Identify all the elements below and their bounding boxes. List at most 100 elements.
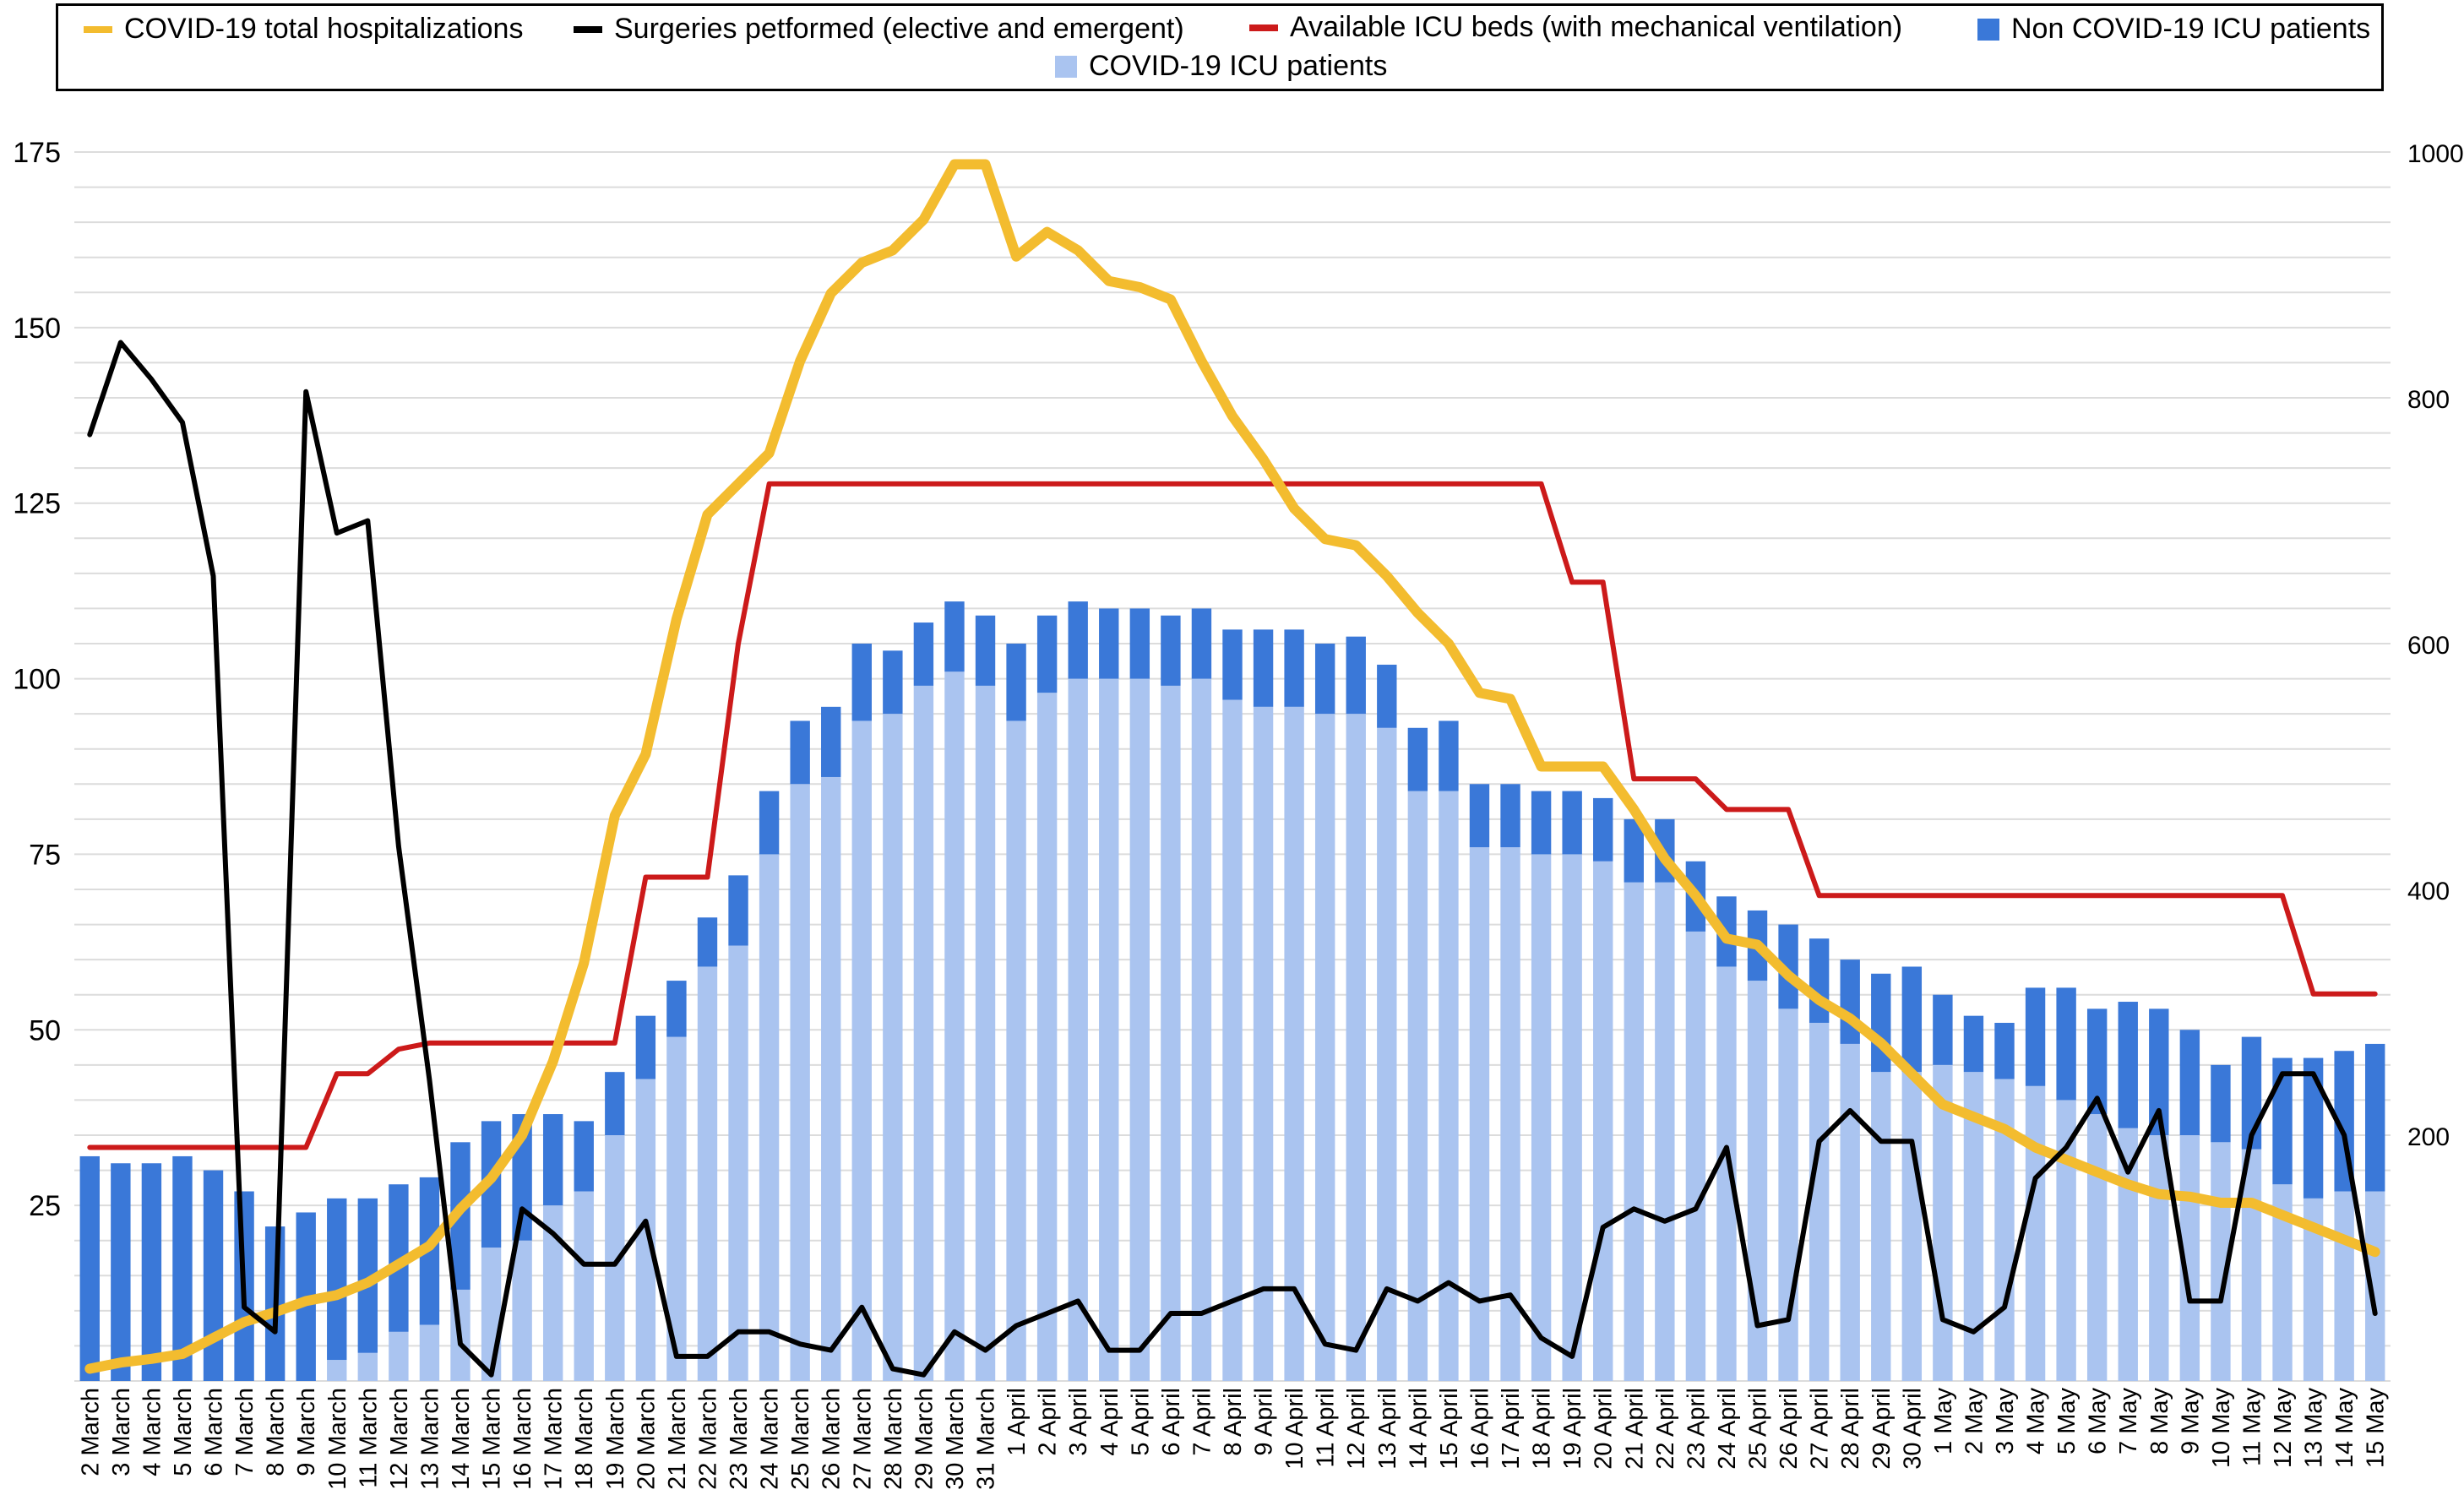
x-tick-label: 3 April <box>1065 1388 1092 1456</box>
x-tick-label: 12 April <box>1343 1388 1370 1470</box>
x-tick-label: 26 March <box>819 1388 846 1490</box>
bar-covid-icu <box>419 1324 440 1381</box>
bar-non-covid-icu <box>389 1184 409 1332</box>
x-tick-label: 19 April <box>1559 1388 1586 1470</box>
bar-non-covid-icu <box>1933 994 1953 1065</box>
bar-non-covid-icu <box>203 1170 224 1381</box>
x-tick-label: 23 March <box>726 1388 753 1490</box>
x-tick-label: 9 April <box>1251 1388 1278 1456</box>
bar-non-covid-icu <box>1778 924 1798 1009</box>
bar-covid-icu <box>1006 720 1026 1381</box>
legend-item-icu-beds: Available ICU beds (with mechanical vent… <box>1249 11 1902 44</box>
bar-covid-icu <box>1099 678 1119 1381</box>
legend-swatch-dark-blue <box>1977 18 1999 41</box>
legend-label: COVID-19 ICU patients <box>1089 50 1388 82</box>
x-tick-label: 3 May <box>1992 1388 2019 1454</box>
x-tick-label: 27 March <box>849 1388 876 1490</box>
bar-covid-icu <box>1655 882 1675 1381</box>
bar-non-covid-icu <box>1099 608 1119 679</box>
x-tick-label: 2 March <box>77 1388 104 1476</box>
x-tick-label: 23 April <box>1683 1388 1710 1470</box>
bar-covid-icu <box>851 720 872 1381</box>
bar-non-covid-icu <box>1407 727 1428 791</box>
x-tick-label: 29 March <box>911 1388 938 1490</box>
legend: COVID-19 total hospitalizations Surgerie… <box>56 3 2384 91</box>
y-right-tick-label: 600 <box>2407 632 2450 660</box>
bar-covid-icu <box>2149 1135 2169 1381</box>
x-tick-label: 28 April <box>1837 1388 1864 1470</box>
line-surgeries <box>87 340 2378 1378</box>
y-left-tick-label: 25 <box>29 1190 61 1222</box>
x-tick-label: 22 April <box>1652 1388 1679 1470</box>
bar-non-covid-icu <box>574 1121 594 1192</box>
bar-covid-icu <box>697 966 718 1381</box>
legend-swatch-light-blue <box>1055 55 1077 78</box>
bar-covid-icu <box>975 685 996 1381</box>
bar-non-covid-icu <box>1191 608 1212 679</box>
bar-covid-icu <box>1593 861 1613 1381</box>
bar-non-covid-icu <box>1068 601 1088 679</box>
x-tick-label: 14 March <box>448 1388 475 1490</box>
bar-non-covid-icu <box>1377 664 1397 728</box>
bar-non-covid-icu <box>913 622 934 686</box>
bar-non-covid-icu <box>1531 791 1552 855</box>
bar-covid-icu <box>2334 1191 2354 1381</box>
x-tick-label: 17 March <box>541 1388 568 1490</box>
bar-non-covid-icu <box>1562 791 1582 855</box>
bar-covid-icu <box>1439 791 1459 1381</box>
bar-non-covid-icu <box>79 1155 100 1381</box>
legend-item-surgeries: Surgeries petformed (elective and emerge… <box>574 13 1184 46</box>
x-tick-label: 9 March <box>293 1388 320 1476</box>
legend-item-covid-hospitalizations: COVID-19 total hospitalizations <box>84 13 523 46</box>
x-tick-label: 14 April <box>1405 1388 1432 1470</box>
bar-covid-icu <box>1407 791 1428 1381</box>
bar-covid-icu <box>542 1205 563 1381</box>
x-tick-label: 15 May <box>2363 1388 2390 1469</box>
bar-non-covid-icu <box>851 644 872 721</box>
bar-non-covid-icu <box>2272 1057 2293 1185</box>
x-tick-label: 10 March <box>324 1388 351 1490</box>
bars <box>79 601 2385 1381</box>
bar-non-covid-icu <box>1346 636 1366 715</box>
bar-non-covid-icu <box>2179 1030 2200 1135</box>
bar-covid-icu <box>2086 1114 2108 1381</box>
x-tick-label: 21 March <box>664 1388 691 1490</box>
x-tick-label: 20 April <box>1591 1388 1618 1470</box>
x-tick-label: 9 May <box>2177 1388 2204 1454</box>
bar-covid-icu <box>1963 1072 1984 1381</box>
x-tick-label: 30 April <box>1899 1388 1926 1470</box>
x-tick-label: 7 March <box>231 1388 258 1476</box>
line-covid-hospitalizations <box>84 159 2380 1374</box>
x-tick-label: 15 April <box>1436 1388 1463 1470</box>
x-tick-label: 11 March <box>355 1388 382 1488</box>
legend-item-non-covid-icu: Non COVID-19 ICU patients <box>1977 13 2370 46</box>
x-tick-label: 21 April <box>1621 1388 1648 1470</box>
x-tick-label: 8 March <box>263 1388 290 1476</box>
x-tick-label: 19 March <box>602 1388 629 1490</box>
x-tick-label: 8 April <box>1220 1388 1247 1456</box>
y-left-tick-label: 125 <box>13 488 61 520</box>
legend-swatch-red <box>1249 24 1278 31</box>
bar-non-covid-icu <box>172 1155 193 1381</box>
bar-covid-icu <box>759 854 780 1381</box>
bar-covid-icu <box>2118 1128 2138 1381</box>
bar-covid-icu <box>327 1360 347 1381</box>
y-left-tick-label: 50 <box>29 1014 61 1046</box>
bar-non-covid-icu <box>357 1198 378 1353</box>
legend-label: Available ICU beds (with mechanical vent… <box>1290 11 1903 43</box>
legend-label: Surgeries petformed (elective and emerge… <box>614 13 1184 45</box>
bar-covid-icu <box>2272 1184 2293 1381</box>
x-tick-label: 12 May <box>2270 1388 2297 1469</box>
bar-non-covid-icu <box>2086 1008 2108 1115</box>
bar-non-covid-icu <box>1314 644 1335 715</box>
x-tick-label: 13 May <box>2301 1388 2328 1469</box>
bar-covid-icu <box>790 784 810 1381</box>
x-tick-label: 28 March <box>880 1388 907 1490</box>
bar-covid-icu <box>605 1135 625 1381</box>
legend-label: COVID-19 total hospitalizations <box>124 13 524 45</box>
x-tick-label: 27 April <box>1807 1388 1834 1470</box>
bar-non-covid-icu <box>1284 629 1304 707</box>
bar-non-covid-icu <box>1161 615 1181 686</box>
